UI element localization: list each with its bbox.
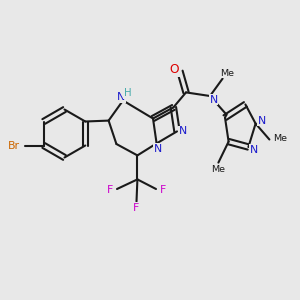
Text: F: F (160, 184, 166, 195)
Text: H: H (124, 88, 131, 98)
Text: N: N (117, 92, 126, 102)
Text: N: N (250, 145, 258, 155)
Text: Me: Me (220, 69, 234, 78)
Text: Br: Br (8, 140, 20, 151)
Text: N: N (257, 116, 266, 126)
Text: N: N (179, 126, 187, 136)
Text: F: F (134, 203, 140, 213)
Text: Me: Me (273, 134, 287, 142)
Text: F: F (107, 184, 113, 195)
Text: N: N (209, 94, 218, 105)
Text: Me: Me (212, 165, 225, 174)
Text: O: O (170, 63, 179, 76)
Text: N: N (154, 144, 162, 154)
